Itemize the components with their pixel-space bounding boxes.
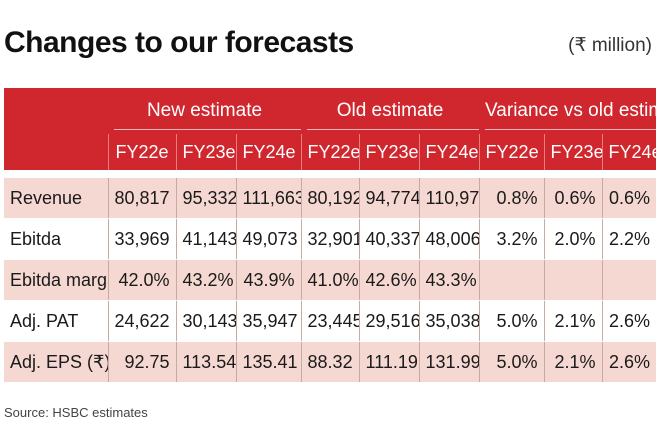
group-old-estimate: Old estimate	[301, 88, 480, 134]
table-cell: 43.2%	[175, 259, 236, 301]
table-cell: 88.32	[300, 341, 360, 383]
table-cell: 32,901	[300, 218, 360, 260]
table-cell: 35,038	[418, 300, 480, 342]
table-row: Revenue 80,817 95,332 111,663 80,192 94,…	[4, 178, 657, 219]
year-header: FY22e	[107, 134, 176, 170]
forecast-table: New estimate Old estimate Variance vs ol…	[4, 88, 657, 383]
table-cell: 2.6%	[601, 300, 657, 342]
table-cell: 5.0%	[478, 300, 545, 342]
unit-label: (₹ million)	[568, 35, 652, 56]
table-cell: 43.3%	[418, 259, 480, 301]
table-cell: 29,516	[358, 300, 420, 342]
table-cell: 80,192	[300, 178, 360, 219]
table-row: Adj. EPS (₹) 92.75 113.54 135.41 88.32 1…	[4, 341, 657, 383]
table-cell: 0.8%	[478, 178, 545, 219]
year-header-row: FY22e FY23e FY24e FY22e FY23e FY24e FY22…	[4, 134, 657, 170]
table-cell: 35,947	[235, 300, 302, 342]
table-cell: 95,332	[175, 178, 236, 219]
group-header-row: New estimate Old estimate Variance vs ol…	[4, 88, 657, 134]
year-header: FY24e	[235, 134, 302, 170]
group-new-estimate: New estimate	[108, 88, 302, 134]
table-cell: 33,969	[107, 218, 176, 260]
year-header: FY23e	[175, 134, 236, 170]
table-cell: 48,006	[418, 218, 480, 260]
table-cell: 0.6%	[543, 178, 603, 219]
table-cell: 2.6%	[601, 341, 657, 383]
year-header: FY23e	[358, 134, 420, 170]
year-header: FY23e	[543, 134, 603, 170]
header-corner	[4, 88, 108, 134]
table-cell: 110,974	[418, 178, 480, 219]
table-cell: 111.19	[358, 341, 420, 383]
row-label: Adj. EPS (₹)	[4, 341, 108, 383]
table-cell: 131.99	[418, 341, 480, 383]
table-cell	[543, 259, 603, 301]
table-cell: 3.2%	[478, 218, 545, 260]
year-header: FY22e	[478, 134, 545, 170]
table-cell: 42.0%	[107, 259, 176, 301]
year-header: FY24e	[418, 134, 480, 170]
row-label: Ebitda margin	[4, 259, 108, 301]
page-title: Changes to our forecasts	[4, 26, 354, 59]
table-cell: 30,143	[175, 300, 236, 342]
year-header-corner	[4, 134, 108, 170]
row-label: Adj. PAT	[4, 300, 108, 342]
table-cell: 49,073	[235, 218, 302, 260]
table-cell: 2.1%	[543, 341, 603, 383]
row-label: Ebitda	[4, 218, 108, 260]
year-header: FY22e	[300, 134, 360, 170]
table-cell: 2.1%	[543, 300, 603, 342]
table-cell	[478, 259, 545, 301]
table-cell: 5.0%	[478, 341, 545, 383]
table-cell: 135.41	[235, 341, 302, 383]
table-row: Adj. PAT 24,622 30,143 35,947 23,445 29,…	[4, 300, 657, 342]
table-cell: 24,622	[107, 300, 176, 342]
group-variance: Variance vs old estimates	[479, 88, 657, 134]
table-cell: 0.6%	[601, 178, 657, 219]
table-cell: 2.2%	[601, 218, 657, 260]
table-cell: 111,663	[235, 178, 302, 219]
table-cell: 43.9%	[235, 259, 302, 301]
source-note: Source: HSBC estimates	[4, 405, 148, 420]
table-cell: 40,337	[358, 218, 420, 260]
table-cell: 2.0%	[543, 218, 603, 260]
table-row: Ebitda margin 42.0% 43.2% 43.9% 41.0% 42…	[4, 259, 657, 301]
table-cell: 41,143	[175, 218, 236, 260]
table-row: Ebitda 33,969 41,143 49,073 32,901 40,33…	[4, 218, 657, 260]
table-cell	[601, 259, 657, 301]
row-label: Revenue	[4, 178, 108, 219]
table-cell: 41.0%	[300, 259, 360, 301]
table-cell: 80,817	[107, 178, 176, 219]
year-header: FY24e	[601, 134, 657, 170]
table-cell: 42.6%	[358, 259, 420, 301]
table-cell: 92.75	[107, 341, 176, 383]
table-cell: 94,774	[358, 178, 420, 219]
table-cell: 113.54	[175, 341, 236, 383]
table-cell: 23,445	[300, 300, 360, 342]
